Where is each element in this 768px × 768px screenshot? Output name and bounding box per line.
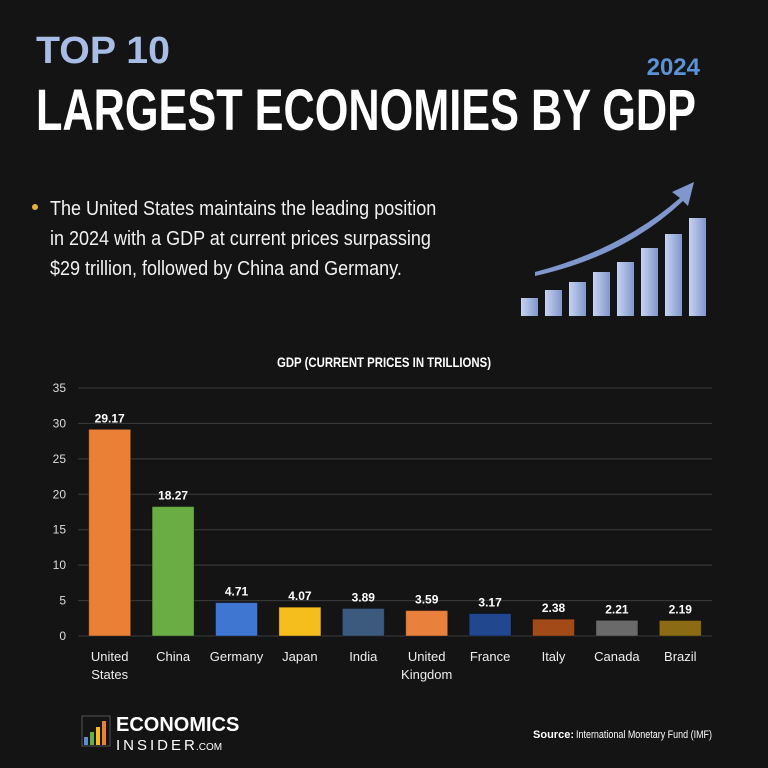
- logo-icon: [81, 715, 111, 747]
- value-label: 3.89: [352, 590, 376, 604]
- y-tick-label: 10: [53, 558, 67, 572]
- kicker: TOP 10: [36, 30, 170, 72]
- x-tick-label: United States: [90, 649, 129, 682]
- bar: [468, 613, 512, 637]
- x-tick-label: Japan: [282, 649, 318, 664]
- source-label: Source:: [533, 729, 574, 741]
- value-label: 18.27: [158, 489, 188, 503]
- value-label: 2.21: [605, 602, 629, 616]
- bar: [215, 602, 258, 637]
- bullet-text: The United States maintains the leading …: [50, 198, 437, 280]
- source: International Monetary Fund (IMF): [576, 729, 712, 741]
- value-label: 4.71: [225, 585, 249, 599]
- bar: [151, 506, 195, 637]
- x-tick-label: India: [349, 649, 378, 664]
- value-label: 3.17: [478, 596, 502, 610]
- x-tick-label: Italy: [541, 649, 566, 664]
- x-tick-label: China: [156, 649, 191, 664]
- brand-bottom: INSIDER: [116, 737, 198, 754]
- y-tick-label: 35: [53, 381, 67, 395]
- bar: [278, 606, 322, 637]
- y-tick-label: 15: [53, 523, 67, 537]
- y-tick-label: 30: [53, 416, 67, 430]
- headline: LARGEST ECONOMIES BY GDP: [36, 78, 696, 143]
- bar: [341, 607, 385, 637]
- y-tick-label: 5: [59, 594, 66, 608]
- x-tick-label: United Kingdom: [401, 649, 453, 682]
- bar: [88, 428, 132, 637]
- x-tick-label: France: [469, 649, 511, 664]
- y-tick-label: 20: [53, 487, 67, 501]
- bar: [658, 619, 702, 637]
- y-tick-label: 25: [53, 452, 67, 466]
- y-tick-label: 0: [59, 629, 66, 643]
- chart-title: GDP (CURRENT PRICES IN TRILLIONS): [277, 354, 491, 370]
- bar: [405, 610, 449, 637]
- x-tick-label: Brazil: [664, 649, 697, 664]
- bar: [532, 618, 575, 637]
- value-label: 2.38: [542, 601, 566, 615]
- value-label: 3.59: [415, 593, 439, 607]
- x-tick-label: Germany: [209, 649, 264, 664]
- x-tick-label: Canada: [594, 649, 640, 664]
- value-label: 29.17: [95, 411, 125, 425]
- brand-suffix: .COM: [196, 742, 222, 753]
- value-label: 2.19: [669, 602, 693, 616]
- bullet-dot: [32, 204, 38, 210]
- brand-top: ECONOMICS: [116, 714, 239, 736]
- bar: [595, 619, 639, 637]
- growth-icon: [521, 182, 706, 316]
- year: 2024: [647, 54, 701, 81]
- value-label: 4.07: [288, 589, 312, 603]
